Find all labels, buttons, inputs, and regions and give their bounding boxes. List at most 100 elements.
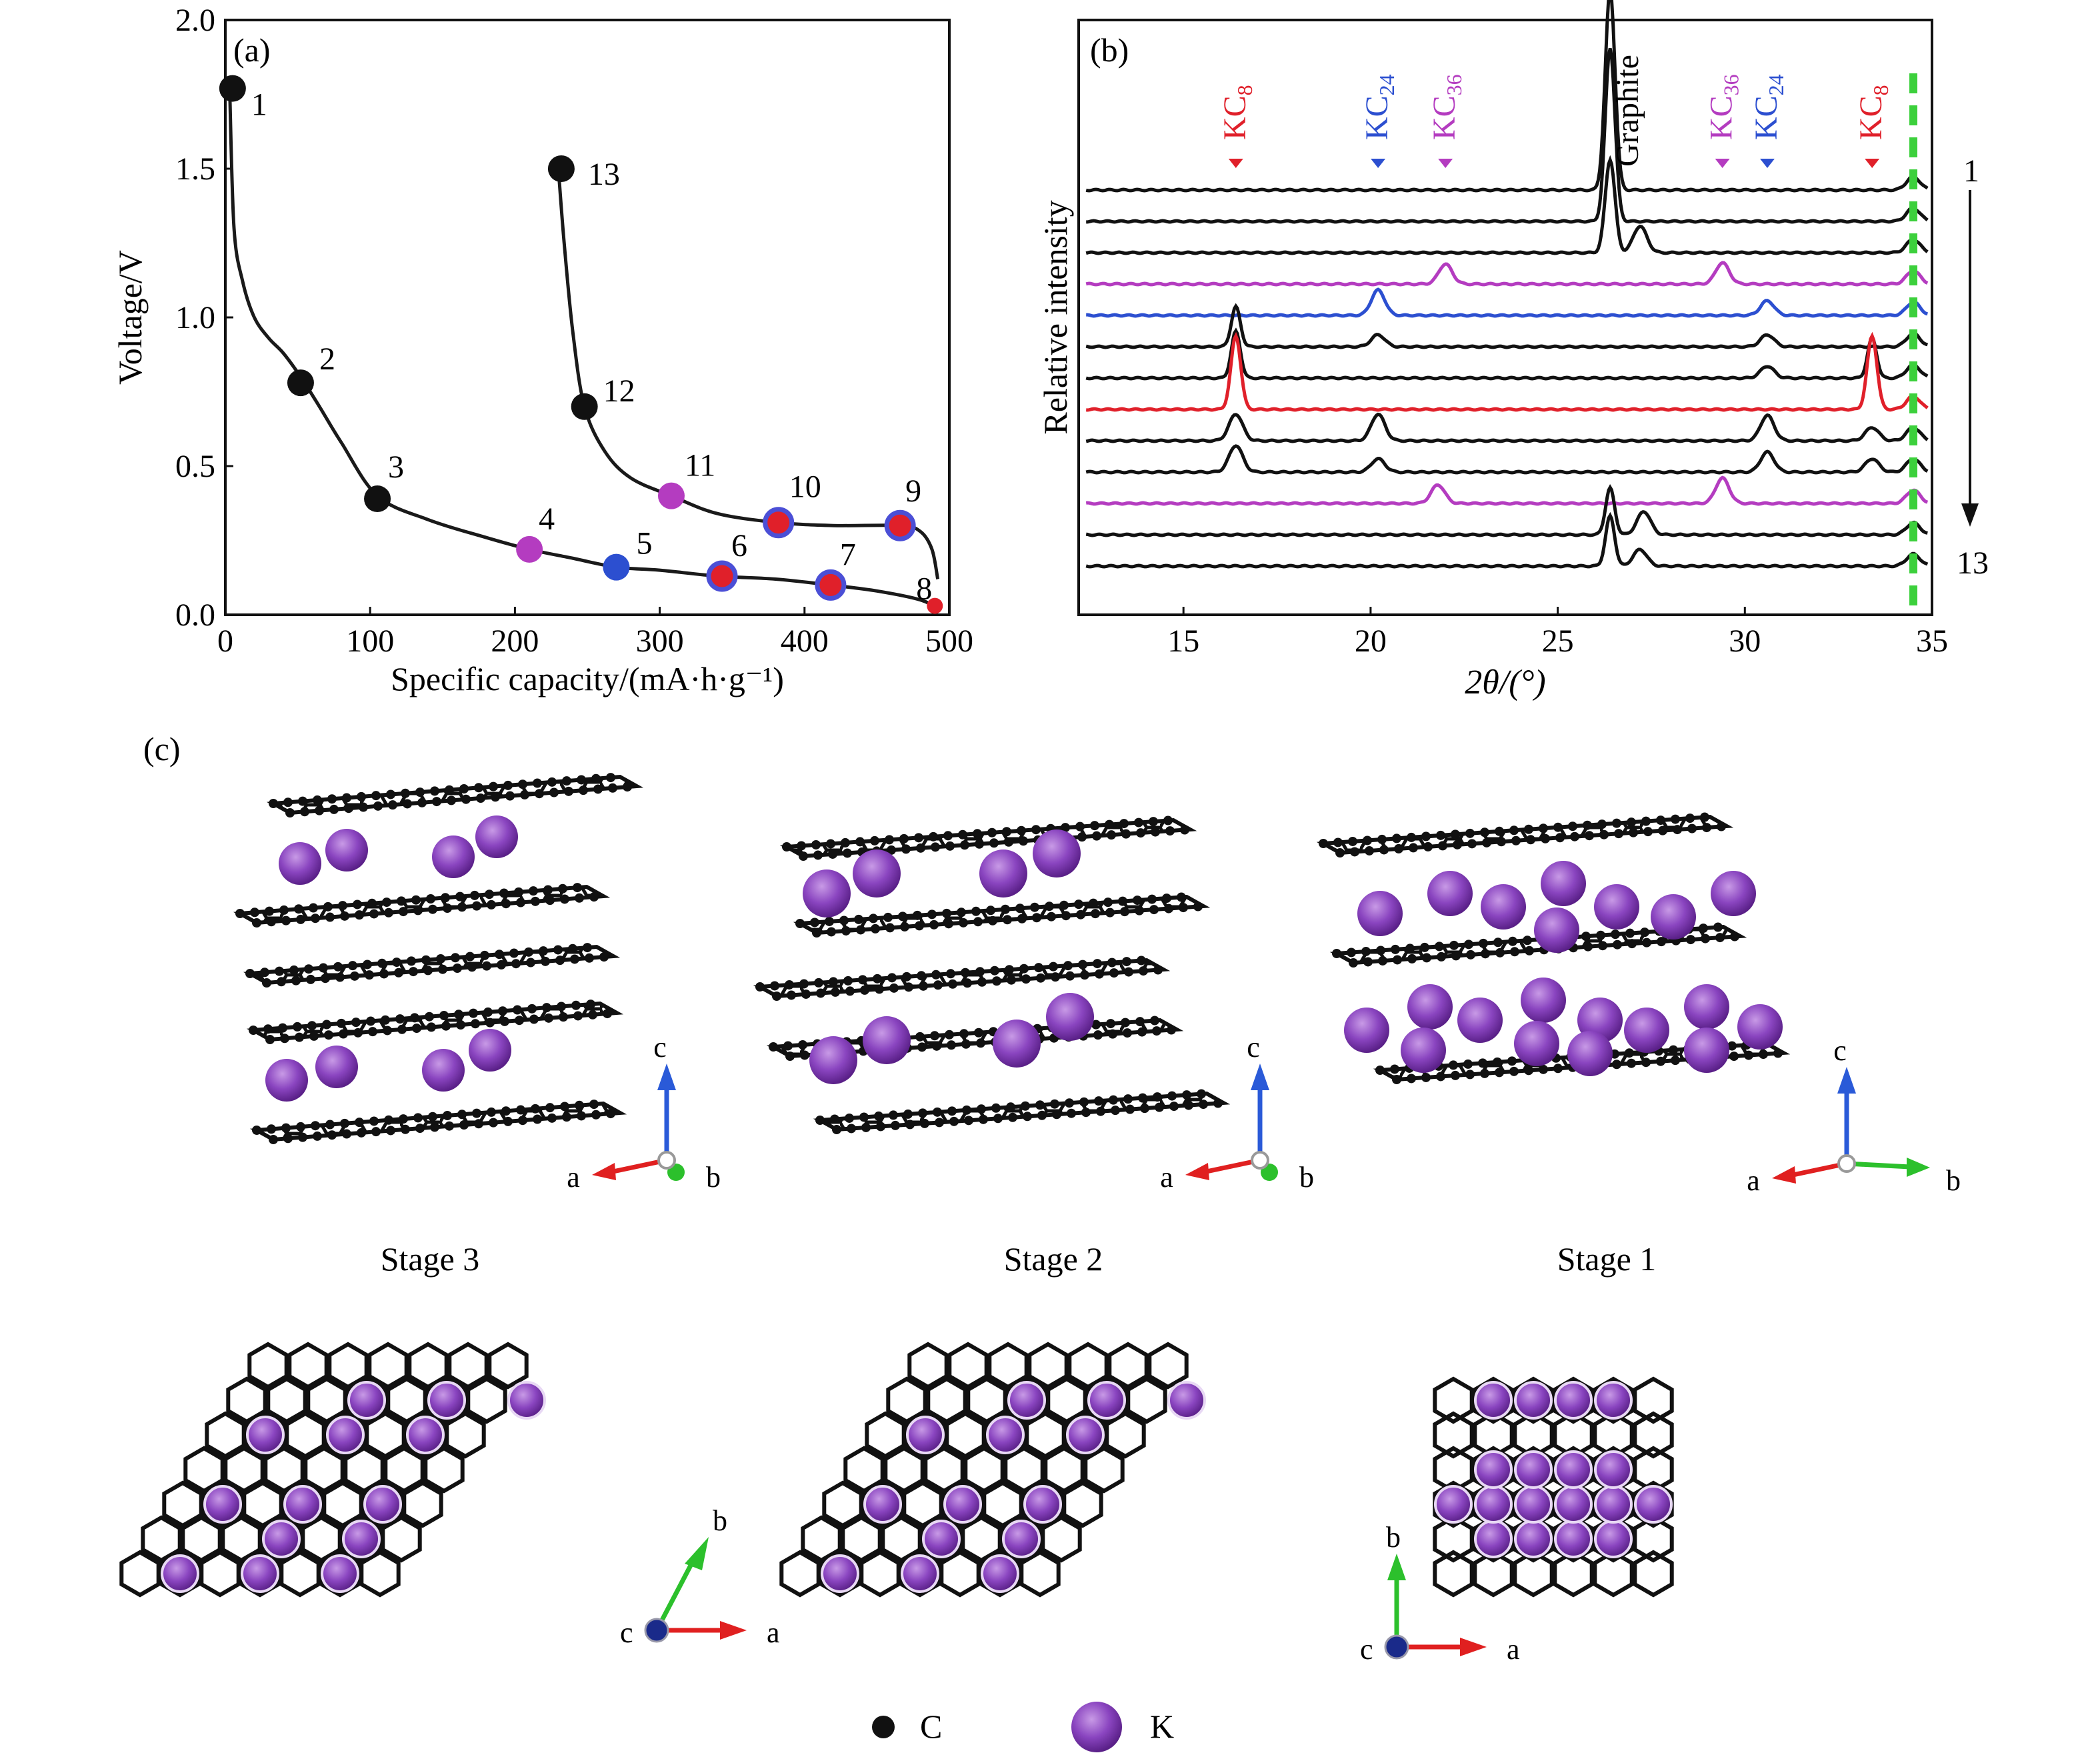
y-tick-label: 0.5 — [175, 449, 215, 484]
axis-label-a: a — [1160, 1161, 1173, 1194]
carbon-atom — [1479, 938, 1488, 948]
potassium-atom — [1594, 884, 1639, 930]
carbon-atom — [560, 894, 569, 904]
state-point-label: 8 — [916, 571, 932, 607]
carbon-atom — [1466, 950, 1475, 960]
potassium-atom — [1023, 1485, 1062, 1524]
potassium-atom — [901, 1554, 939, 1593]
reflection-label-main: KC — [1217, 95, 1253, 140]
carbon-ring — [1001, 1515, 1042, 1563]
carbon-ring — [1433, 1480, 1474, 1528]
potassium-atom — [241, 1554, 279, 1593]
carbon-atom — [591, 773, 601, 783]
carbon-atom — [583, 943, 592, 953]
potassium-atom — [863, 1016, 911, 1064]
carbon-atom — [306, 974, 315, 984]
crystal-axes-3d: c a b — [567, 1031, 721, 1194]
b-axis-head — [1387, 1554, 1406, 1580]
carbon-atom — [516, 1105, 525, 1115]
carbon-atom — [1376, 946, 1385, 956]
potassium-atom — [1514, 1021, 1559, 1066]
carbon-atom — [1699, 924, 1708, 934]
carbon-atom — [1508, 936, 1517, 946]
carbon-atom — [979, 1114, 988, 1124]
carbon-atom — [814, 978, 823, 988]
carbon-atom — [1422, 953, 1431, 963]
carbon-atom — [531, 1104, 540, 1114]
carbon-atom — [1095, 969, 1104, 979]
carbon-atom — [782, 842, 791, 851]
carbon-ring — [1147, 1342, 1189, 1390]
carbon-atom — [830, 1114, 839, 1124]
carbon-atom — [858, 975, 867, 985]
scan-start-label: 1 — [1963, 153, 1979, 189]
xrd-pattern-2 — [1086, 48, 1929, 224]
carbon-atom — [1627, 939, 1637, 949]
scan-order-arrow — [1961, 190, 1979, 527]
carbon-atom — [1093, 959, 1102, 969]
carbon-atom — [960, 840, 969, 850]
carbon-atom — [474, 783, 483, 793]
carbon-atom — [1539, 823, 1548, 833]
carbon-atom — [1163, 815, 1173, 825]
carbon-atom — [855, 837, 865, 847]
xrd-pattern-5 — [1086, 287, 1928, 318]
state-point-8 — [927, 597, 943, 614]
potassium-atom — [922, 1520, 961, 1558]
carbon-atom — [1523, 936, 1532, 946]
carbon-ring — [859, 1550, 901, 1598]
carbon-atom — [787, 990, 796, 1000]
carbon-atom — [353, 900, 362, 910]
reflection-label: KC24 — [1359, 74, 1399, 140]
carbon-atom — [1583, 942, 1593, 952]
carbon-atom — [322, 1020, 331, 1030]
carbon-atom — [279, 905, 289, 915]
carbon-atom — [1407, 954, 1417, 964]
potassium-atom — [1357, 891, 1403, 936]
carbon-atom — [870, 835, 879, 845]
x-tick-label: 30 — [1729, 623, 1761, 659]
carbon-atom — [1021, 1101, 1030, 1111]
carbon-atom — [810, 918, 819, 928]
carbon-atom — [1138, 1093, 1147, 1103]
potassium-atom — [1651, 894, 1696, 940]
carbon-atom — [1449, 940, 1459, 950]
potassium-atom — [1534, 908, 1579, 953]
carbon-atom — [918, 1108, 927, 1118]
carbon-atom — [990, 966, 999, 976]
carbon-atom — [573, 1011, 583, 1021]
carbon-ring — [221, 1515, 262, 1563]
graphene-layer-body — [753, 958, 1171, 999]
carbon-atom — [1120, 907, 1129, 917]
potassium-atom — [315, 1046, 358, 1088]
carbon-atom — [571, 1000, 581, 1010]
carbon-ring — [979, 1550, 1021, 1598]
atom-legend: C K — [872, 1702, 1174, 1752]
carbon-ring — [245, 1411, 286, 1459]
state-point-13 — [547, 155, 575, 182]
carbon-atom — [549, 787, 559, 797]
axis-label-b: b — [1386, 1521, 1401, 1554]
carbon-ring — [1593, 1515, 1634, 1563]
carbon-atom — [1526, 835, 1535, 845]
carbon-atom — [841, 837, 850, 847]
reflection-label-main: KC — [1359, 95, 1395, 140]
carbon-atom — [294, 904, 303, 914]
carbon-atom — [841, 926, 851, 936]
discharge-curve — [228, 88, 939, 611]
carbon-atom — [249, 1026, 258, 1035]
carbon-atom — [947, 1040, 956, 1050]
panel-b-plot-frame — [1077, 19, 1933, 616]
potassium-atom — [427, 1381, 466, 1420]
carbon-atom — [350, 971, 359, 981]
reflection-label-sub: 8 — [1233, 85, 1257, 95]
carbon-ring — [423, 1446, 465, 1494]
carbon-atom — [1656, 815, 1665, 825]
carbon-atom — [845, 986, 855, 996]
panel-b-ylabel: Relative intensity — [1037, 200, 1074, 434]
carbon-atom — [1671, 814, 1680, 824]
carbon-atom — [427, 1022, 436, 1032]
carbon-atom — [426, 894, 435, 904]
carbon-atom — [293, 1022, 302, 1032]
x-tick-label: 400 — [781, 623, 829, 659]
